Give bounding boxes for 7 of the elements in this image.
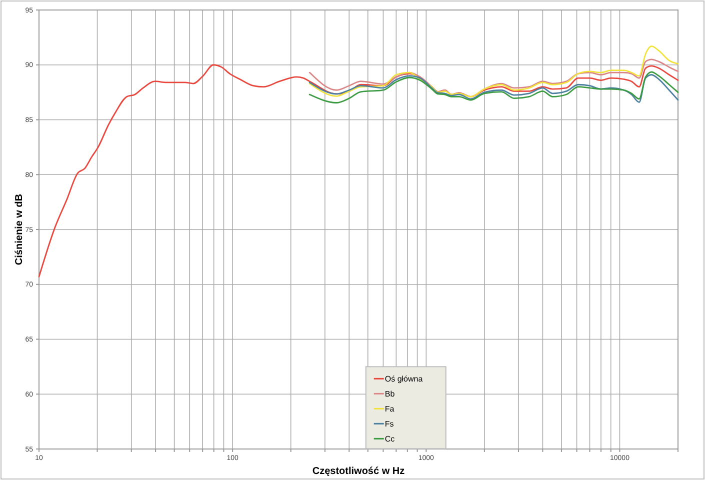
legend-label: Fs <box>384 420 394 429</box>
legend-label: Fa <box>384 404 395 414</box>
legend-label: Cc <box>384 434 395 444</box>
legend-label: Oś główna <box>384 374 424 384</box>
x-axis-title: Częstotliwość w Hz <box>312 466 405 477</box>
legend-label: Bb <box>384 390 396 399</box>
y-axis-title: Ciśnienie w dB <box>14 194 25 266</box>
